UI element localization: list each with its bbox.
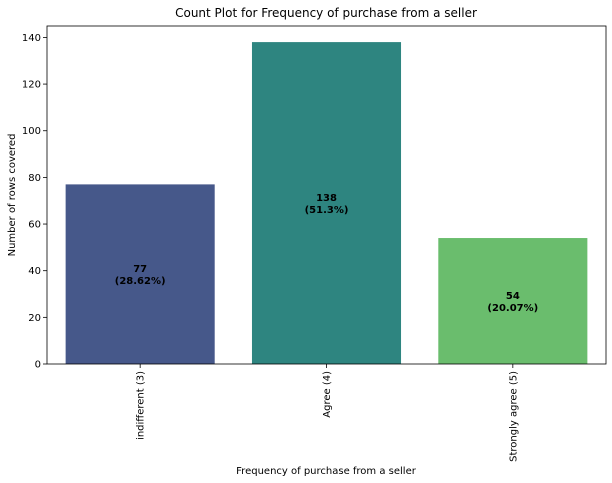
chart-title: Count Plot for Frequency of purchase fro… — [175, 6, 477, 20]
y-tick-label-2: 40 — [28, 266, 41, 277]
y-tick-label-5: 100 — [22, 126, 41, 137]
bar-value-label-2: 54 — [506, 291, 520, 302]
bar-percent-label-0: (28.62%) — [115, 276, 166, 287]
y-tick-label-0: 0 — [35, 360, 41, 371]
bar-percent-label-1: (51.3%) — [305, 205, 349, 216]
x-axis-label: Frequency of purchase from a seller — [236, 466, 417, 477]
y-tick-label-4: 80 — [28, 173, 41, 184]
x-tick-label-1: Agree (4) — [322, 371, 333, 418]
bar-percent-label-2: (20.07%) — [487, 303, 538, 314]
x-tick-label-2: Strongly agree (5) — [508, 371, 519, 462]
y-axis-label: Number of rows covered — [7, 134, 18, 257]
plot-frame — [46, 25, 607, 365]
y-tick-label-7: 140 — [22, 33, 41, 44]
y-axis: 0 20 40 60 80 100 120 140 — [22, 33, 47, 371]
bar-value-label-0: 77 — [133, 264, 147, 275]
bar-2 — [438, 238, 588, 364]
bar-value-label-1: 138 — [316, 193, 337, 204]
bar-0 — [65, 184, 215, 364]
bar-labels-layer: 77(28.62%) 138(51.3%) 54(20.07%) — [115, 193, 538, 314]
y-tick-label-6: 120 — [22, 80, 41, 91]
x-tick-label-0: indifferent (3) — [136, 371, 147, 440]
bars-layer — [65, 42, 588, 364]
bar-1 — [251, 42, 402, 364]
y-tick-label-1: 20 — [28, 313, 41, 324]
x-axis: indifferent (3) Agree (4) Strongly agree (… — [136, 364, 519, 462]
y-tick-label-3: 60 — [28, 220, 41, 231]
